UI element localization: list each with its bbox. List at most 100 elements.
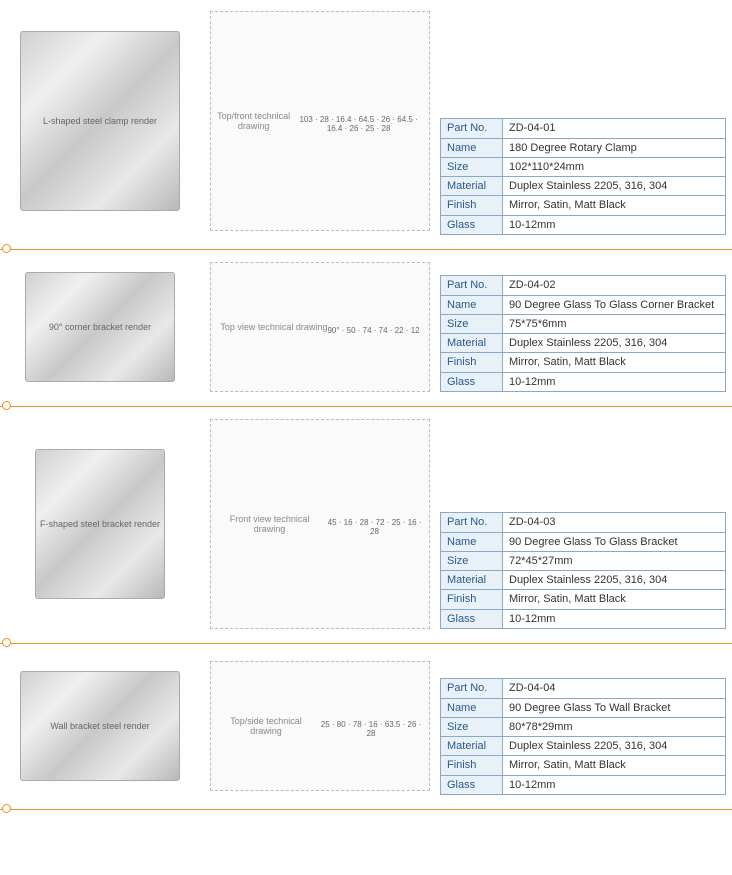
spec-value: 90 Degree Glass To Glass Corner Bracket <box>503 295 726 314</box>
spec-row: Size102*110*24mm <box>441 157 726 176</box>
spec-label: Glass <box>441 372 503 391</box>
spec-value: Mirror, Satin, Matt Black <box>503 590 726 609</box>
spec-value: 102*110*24mm <box>503 157 726 176</box>
spec-row: Name90 Degree Glass To Wall Bracket <box>441 698 726 717</box>
spec-label: Size <box>441 551 503 570</box>
spec-label: Part No. <box>441 679 503 698</box>
drawing-dimensions: 103 · 28 · 16.4 · 64.5 · 26 · 64.5 · 16.… <box>292 115 425 133</box>
spec-label: Part No. <box>441 119 503 138</box>
spec-label: Finish <box>441 196 503 215</box>
product-row: F-shaped steel bracket render Front view … <box>0 413 732 644</box>
spec-row: Name180 Degree Rotary Clamp <box>441 138 726 157</box>
spec-value: ZD-04-03 <box>503 513 726 532</box>
spec-row: Glass10-12mm <box>441 215 726 234</box>
spec-row: FinishMirror, Satin, Matt Black <box>441 353 726 372</box>
drawing-description: Top/front technical drawing <box>215 111 292 131</box>
spec-label: Material <box>441 571 503 590</box>
spec-row: Glass10-12mm <box>441 372 726 391</box>
spec-label: Name <box>441 295 503 314</box>
spec-label: Part No. <box>441 513 503 532</box>
spec-label: Material <box>441 737 503 756</box>
product-image-area: 90° corner bracket render <box>0 256 200 398</box>
spec-value: 80*78*29mm <box>503 717 726 736</box>
spec-value: ZD-04-04 <box>503 679 726 698</box>
spec-label: Part No. <box>441 276 503 295</box>
spec-table: Part No.ZD-04-01Name180 Degree Rotary Cl… <box>440 118 726 235</box>
spec-row: Part No.ZD-04-04 <box>441 679 726 698</box>
product-image-area: Wall bracket steel render <box>0 650 200 801</box>
spec-value: Mirror, Satin, Matt Black <box>503 756 726 775</box>
spec-value: 90 Degree Glass To Wall Bracket <box>503 698 726 717</box>
spec-label: Name <box>441 532 503 551</box>
spec-value: ZD-04-02 <box>503 276 726 295</box>
spec-label: Size <box>441 717 503 736</box>
product-render-image: L-shaped steel clamp render <box>20 31 180 211</box>
spec-table-area: Part No.ZD-04-01Name180 Degree Rotary Cl… <box>440 0 732 241</box>
spec-row: Size75*75*6mm <box>441 314 726 333</box>
spec-label: Size <box>441 314 503 333</box>
spec-label: Glass <box>441 775 503 794</box>
spec-table-area: Part No.ZD-04-03Name90 Degree Glass To G… <box>440 413 732 635</box>
technical-drawing-area: Top/side technical drawing25 · 80 · 78 ·… <box>200 650 440 801</box>
spec-value: 90 Degree Glass To Glass Bracket <box>503 532 726 551</box>
spec-value: 10-12mm <box>503 215 726 234</box>
spec-table: Part No.ZD-04-03Name90 Degree Glass To G… <box>440 512 726 629</box>
spec-label: Glass <box>441 215 503 234</box>
spec-value: Duplex Stainless 2205, 316, 304 <box>503 177 726 196</box>
spec-row: MaterialDuplex Stainless 2205, 316, 304 <box>441 177 726 196</box>
technical-drawing: Top/side technical drawing25 · 80 · 78 ·… <box>210 661 430 791</box>
product-row: Wall bracket steel render Top/side techni… <box>0 650 732 810</box>
spec-value: Duplex Stainless 2205, 316, 304 <box>503 334 726 353</box>
spec-row: Part No.ZD-04-01 <box>441 119 726 138</box>
product-row: 90° corner bracket renderTop view techni… <box>0 256 732 407</box>
technical-drawing: Top/front technical drawing103 · 28 · 16… <box>210 11 430 231</box>
drawing-description: Top view technical drawing <box>220 322 327 332</box>
spec-row: Glass10-12mm <box>441 775 726 794</box>
spec-table-area: Part No.ZD-04-04Name90 Degree Glass To W… <box>440 650 732 801</box>
spec-label: Glass <box>441 609 503 628</box>
spec-label: Material <box>441 177 503 196</box>
spec-value: 10-12mm <box>503 609 726 628</box>
spec-row: FinishMirror, Satin, Matt Black <box>441 196 726 215</box>
technical-drawing-area: Top/front technical drawing103 · 28 · 16… <box>200 0 440 241</box>
spec-label: Name <box>441 138 503 157</box>
spec-table: Part No.ZD-04-02Name90 Degree Glass To G… <box>440 275 726 392</box>
spec-table: Part No.ZD-04-04Name90 Degree Glass To W… <box>440 678 726 795</box>
spec-row: MaterialDuplex Stainless 2205, 316, 304 <box>441 571 726 590</box>
spec-label: Size <box>441 157 503 176</box>
spec-value: 75*75*6mm <box>503 314 726 333</box>
spec-value: 10-12mm <box>503 372 726 391</box>
product-render-image: F-shaped steel bracket render <box>35 449 165 599</box>
spec-row: Glass10-12mm <box>441 609 726 628</box>
spec-value: ZD-04-01 <box>503 119 726 138</box>
spec-row: Name90 Degree Glass To Glass Bracket <box>441 532 726 551</box>
spec-row: Part No.ZD-04-02 <box>441 276 726 295</box>
spec-row: Name90 Degree Glass To Glass Corner Brac… <box>441 295 726 314</box>
spec-label: Finish <box>441 756 503 775</box>
drawing-dimensions: 45 · 16 · 28 · 72 · 25 · 16 · 28 <box>324 518 425 536</box>
drawing-dimensions: 90° · 50 · 74 · 74 · 22 · 12 <box>327 326 419 335</box>
spec-label: Finish <box>441 590 503 609</box>
technical-drawing-area: Top view technical drawing90° · 50 · 74 … <box>200 256 440 398</box>
product-render-image: Wall bracket steel render <box>20 671 180 781</box>
technical-drawing: Top view technical drawing90° · 50 · 74 … <box>210 262 430 392</box>
product-image-area: L-shaped steel clamp render <box>0 0 200 241</box>
spec-label: Name <box>441 698 503 717</box>
spec-label: Finish <box>441 353 503 372</box>
spec-row: FinishMirror, Satin, Matt Black <box>441 756 726 775</box>
spec-value: Duplex Stainless 2205, 316, 304 <box>503 737 726 756</box>
spec-table-area: Part No.ZD-04-02Name90 Degree Glass To G… <box>440 256 732 398</box>
spec-row: Size72*45*27mm <box>441 551 726 570</box>
spec-row: FinishMirror, Satin, Matt Black <box>441 590 726 609</box>
technical-drawing: Front view technical drawing45 · 16 · 28… <box>210 419 430 629</box>
product-row: L-shaped steel clamp renderTop/front tec… <box>0 0 732 250</box>
spec-value: Duplex Stainless 2205, 316, 304 <box>503 571 726 590</box>
drawing-description: Front view technical drawing <box>215 514 324 534</box>
spec-row: Part No.ZD-04-03 <box>441 513 726 532</box>
spec-value: Mirror, Satin, Matt Black <box>503 353 726 372</box>
drawing-description: Top/side technical drawing <box>215 716 317 736</box>
spec-value: 72*45*27mm <box>503 551 726 570</box>
spec-value: Mirror, Satin, Matt Black <box>503 196 726 215</box>
product-image-area: F-shaped steel bracket render <box>0 413 200 635</box>
spec-row: MaterialDuplex Stainless 2205, 316, 304 <box>441 334 726 353</box>
